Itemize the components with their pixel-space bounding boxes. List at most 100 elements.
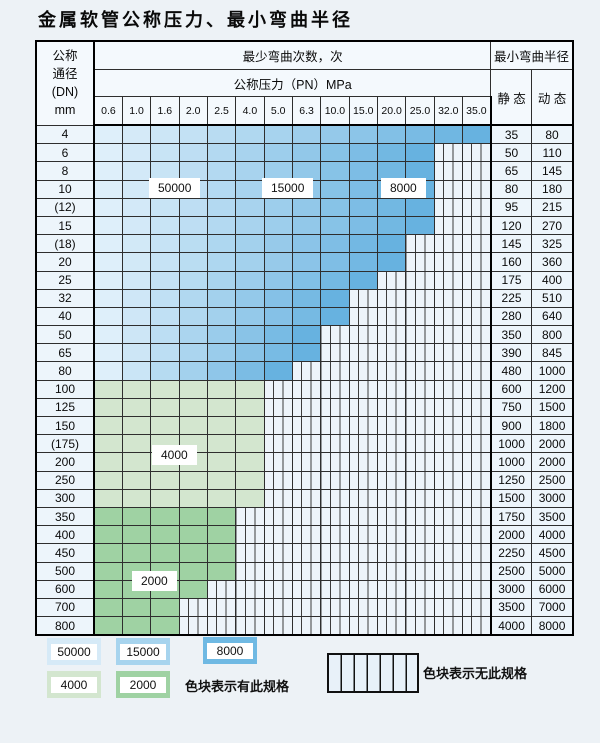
- dynamic-cell: 325: [531, 234, 574, 254]
- pressure-cell: [348, 597, 378, 618]
- pressure-cell: [291, 579, 322, 599]
- pressure-cell: [320, 415, 350, 436]
- pressure-cell: [235, 306, 265, 327]
- pressure-cell: [206, 561, 237, 581]
- pressure-cell: [405, 470, 435, 490]
- pressure-cell: [235, 488, 265, 508]
- pressure-column-header: 5.0: [263, 96, 293, 126]
- pressure-cell: [206, 197, 237, 217]
- pressure-cell: [235, 379, 265, 399]
- pressure-cell: [206, 379, 237, 399]
- pressure-cell: [348, 306, 378, 327]
- dynamic-cell: 1000: [531, 361, 574, 381]
- legend-swatch-label: 50000: [51, 643, 97, 660]
- table-row: 8 65 145: [35, 161, 574, 181]
- pressure-cell: [405, 306, 435, 327]
- pressure-cell: [376, 506, 407, 527]
- pressure-cell: [206, 452, 237, 472]
- pressure-cell: [461, 434, 492, 454]
- pressure-cell: [93, 488, 123, 508]
- static-cell: 2250: [490, 543, 533, 563]
- pressure-cell: [376, 470, 407, 490]
- pressure-cell: [291, 488, 322, 508]
- dynamic-cell: 6000: [531, 579, 574, 599]
- static-cell: 900: [490, 415, 533, 436]
- pressure-cell: [348, 288, 378, 308]
- table-row: 15 120 270: [35, 215, 574, 236]
- pressure-cell: [206, 343, 237, 363]
- pressure-cell: [376, 452, 407, 472]
- dynamic-cell: 180: [531, 179, 574, 199]
- pressure-cell: [121, 343, 152, 363]
- page-title: 金属软管公称压力、最小弯曲半径: [38, 10, 353, 30]
- pressure-cell: [376, 124, 407, 145]
- dynamic-cell: 215: [531, 197, 574, 217]
- pressure-cell: [320, 579, 350, 599]
- table-row: 400 2000 4000: [35, 525, 574, 545]
- table-row: 100 600 1200: [35, 379, 574, 399]
- pressure-cell: [405, 415, 435, 436]
- pressure-cell: [320, 488, 350, 508]
- static-cell: 3000: [490, 579, 533, 599]
- legend-swatch-2000: 2000: [116, 671, 170, 698]
- dn-header-line: mm: [54, 103, 76, 118]
- pressure-cell: [461, 488, 492, 508]
- pressure-column-header: 1.6: [150, 96, 180, 126]
- pressure-cell: [235, 161, 265, 181]
- pressure-cell: [121, 361, 152, 381]
- pressure-cell: [348, 506, 378, 527]
- pressure-cell: [235, 325, 265, 345]
- pressure-cell: [263, 506, 293, 527]
- dynamic-cell: 1200: [531, 379, 574, 399]
- pressure-cell: [291, 597, 322, 618]
- pressure-column-header: 0.6: [93, 96, 123, 126]
- pressure-cell: [376, 434, 407, 454]
- pressure-cell: [291, 325, 322, 345]
- pressure-cell: [93, 288, 123, 308]
- pressure-cell: [206, 597, 237, 618]
- dn-cell: 25: [35, 270, 95, 290]
- pressure-cell: [291, 397, 322, 418]
- pressure-cell: [405, 361, 435, 381]
- pressure-cell: [376, 397, 407, 418]
- pressure-cell: [93, 579, 123, 599]
- pressure-cell: [320, 506, 350, 527]
- dn-cell: 50: [35, 325, 95, 345]
- pressure-cell: [320, 616, 350, 636]
- pressure-cell: [263, 234, 293, 254]
- spec-table: 公称 通径 (DN) mm 最少弯曲次数，次 最小弯曲半径 公称压力（PN）MPa 静 态动 …: [35, 40, 574, 637]
- pressure-cell: [433, 415, 463, 436]
- cycle-label-2000: 2000: [132, 571, 177, 591]
- dn-header-cell: 公称 通径 (DN) mm: [35, 40, 95, 126]
- pressure-cell: [291, 452, 322, 472]
- pressure-cell: [348, 197, 378, 217]
- pressure-cell: [178, 397, 208, 418]
- pressure-cell: [178, 270, 208, 290]
- legend-swatch-8000: 8000: [203, 637, 257, 664]
- static-cell: 280: [490, 306, 533, 327]
- pressure-cell: [93, 252, 123, 272]
- pressure-cell: [121, 488, 152, 508]
- pressure-cell: [348, 361, 378, 381]
- static-cell: 4000: [490, 616, 533, 636]
- pressure-cell: [93, 397, 123, 418]
- pressure-cell: [433, 124, 463, 145]
- pressure-cell: [461, 143, 492, 163]
- pressure-cell: [263, 415, 293, 436]
- pressure-cell: [206, 234, 237, 254]
- pressure-cell: [235, 397, 265, 418]
- pressure-cell: [121, 525, 152, 545]
- pressure-cell: [348, 525, 378, 545]
- dynamic-cell: 3500: [531, 506, 574, 527]
- pressure-cell: [320, 143, 350, 163]
- pressure-cell: [461, 252, 492, 272]
- dynamic-cell: 110: [531, 143, 574, 163]
- table-row: 700 3500 7000: [35, 597, 574, 618]
- pressure-cell: [93, 597, 123, 618]
- pressure-cell: [93, 215, 123, 236]
- dynamic-cell: 8000: [531, 616, 574, 636]
- static-cell: 35: [490, 124, 533, 145]
- pressure-cell: [405, 325, 435, 345]
- static-cell: 145: [490, 234, 533, 254]
